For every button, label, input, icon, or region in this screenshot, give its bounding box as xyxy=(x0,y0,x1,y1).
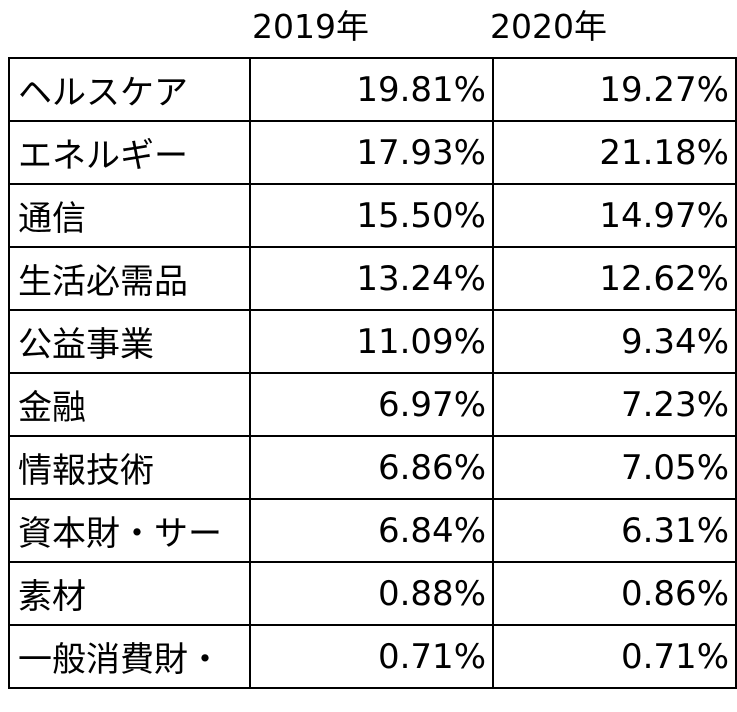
value-2019: 0.88% xyxy=(249,561,494,626)
value-2020: 19.27% xyxy=(492,57,737,122)
sector-name: 素材 xyxy=(8,561,251,626)
value-2019: 6.84% xyxy=(249,498,494,563)
value-2020: 6.31% xyxy=(492,498,737,563)
table-row: 金融 6.97% 7.23% xyxy=(8,372,737,437)
value-2020: 0.86% xyxy=(492,561,737,626)
table-row: 公益事業 11.09% 9.34% xyxy=(8,309,737,374)
table-row: 通信 15.50% 14.97% xyxy=(8,183,737,248)
value-2019: 6.86% xyxy=(249,435,494,500)
value-2019: 13.24% xyxy=(249,246,494,311)
value-2020: 21.18% xyxy=(492,120,737,185)
sector-name: ヘルスケア xyxy=(8,57,251,122)
value-2020: 7.23% xyxy=(492,372,737,437)
value-2020: 9.34% xyxy=(492,309,737,374)
value-2020: 14.97% xyxy=(492,183,737,248)
table-row: 生活必需品 13.24% 12.62% xyxy=(8,246,737,311)
value-2019: 17.93% xyxy=(249,120,494,185)
sector-name: 通信 xyxy=(8,183,251,248)
value-2019: 19.81% xyxy=(249,57,494,122)
column-header-2019: 2019年 xyxy=(252,7,369,46)
sector-name: 生活必需品 xyxy=(8,246,251,311)
value-2019: 15.50% xyxy=(249,183,494,248)
table-row: 資本財・サー 6.84% 6.31% xyxy=(8,498,737,563)
sector-table: ヘルスケア 19.81% 19.27% エネルギー 17.93% 21.18% … xyxy=(8,57,737,689)
sector-name: 公益事業 xyxy=(8,309,251,374)
value-2019: 0.71% xyxy=(249,624,494,689)
sector-name: 金融 xyxy=(8,372,251,437)
column-header-2020: 2020年 xyxy=(490,7,607,46)
table-row: ヘルスケア 19.81% 19.27% xyxy=(8,57,737,122)
sector-name: エネルギー xyxy=(8,120,251,185)
sector-name: 一般消費財・ xyxy=(8,624,251,689)
value-2020: 0.71% xyxy=(492,624,737,689)
sector-name: 資本財・サー xyxy=(8,498,251,563)
value-2020: 7.05% xyxy=(492,435,737,500)
value-2019: 6.97% xyxy=(249,372,494,437)
table-row: 素材 0.88% 0.86% xyxy=(8,561,737,626)
table-row: 情報技術 6.86% 7.05% xyxy=(8,435,737,500)
value-2020: 12.62% xyxy=(492,246,737,311)
value-2019: 11.09% xyxy=(249,309,494,374)
table-row: 一般消費財・ 0.71% 0.71% xyxy=(8,624,737,689)
sector-name: 情報技術 xyxy=(8,435,251,500)
table-row: エネルギー 17.93% 21.18% xyxy=(8,120,737,185)
